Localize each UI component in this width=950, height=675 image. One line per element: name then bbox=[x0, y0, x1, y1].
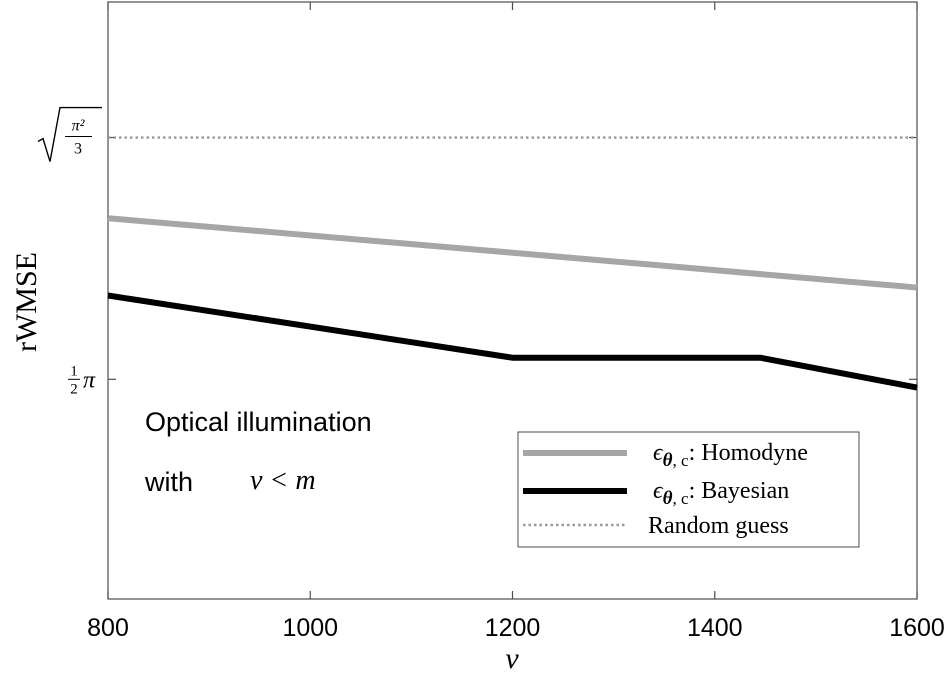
legend-label-bayesian: ϵθ, c: Bayesian bbox=[653, 478, 789, 509]
annotation-line-2-word: with bbox=[144, 467, 193, 497]
y-axis-label: rWMSE bbox=[10, 252, 43, 352]
y-tick-label-denominator: 3 bbox=[74, 141, 82, 158]
x-axis-label: ν bbox=[505, 642, 519, 675]
series-line-homodyne bbox=[107, 215, 918, 291]
legend: ϵθ, c: Homodyne ϵθ, c: Bayesian Random g… bbox=[517, 431, 860, 548]
y-tick-label-half-pi: 1 2 π bbox=[68, 363, 96, 397]
series-layer bbox=[107, 136, 918, 391]
sqrt-radical-icon bbox=[37, 106, 102, 162]
y-tick-label-denominator: 2 bbox=[70, 381, 78, 397]
x-tick-label: 1000 bbox=[282, 614, 338, 642]
x-tick-label: 1600 bbox=[889, 614, 945, 642]
x-tick-label: 1400 bbox=[687, 614, 743, 642]
x-tick-label: 800 bbox=[87, 614, 129, 642]
annotation-line-2-math: ν < m bbox=[250, 465, 316, 496]
y-axis: 1 2 π π² 3 bbox=[37, 106, 917, 397]
y-tick-label-sqrt: π² 3 bbox=[37, 106, 102, 162]
series-line-bayesian bbox=[107, 292, 918, 391]
annotation-line-1: Optical illumination bbox=[145, 407, 372, 437]
y-tick-label-pi: π bbox=[83, 367, 96, 393]
legend-label-homodyne: ϵθ, c: Homodyne bbox=[653, 440, 808, 471]
y-tick-label-numerator: 1 bbox=[70, 363, 78, 379]
legend-label-random-guess: Random guess bbox=[648, 513, 789, 539]
x-axis: 800 1000 1200 1400 1600 bbox=[87, 2, 945, 642]
x-tick-label: 1200 bbox=[485, 614, 541, 642]
y-tick-label-numerator: π² bbox=[72, 118, 86, 135]
